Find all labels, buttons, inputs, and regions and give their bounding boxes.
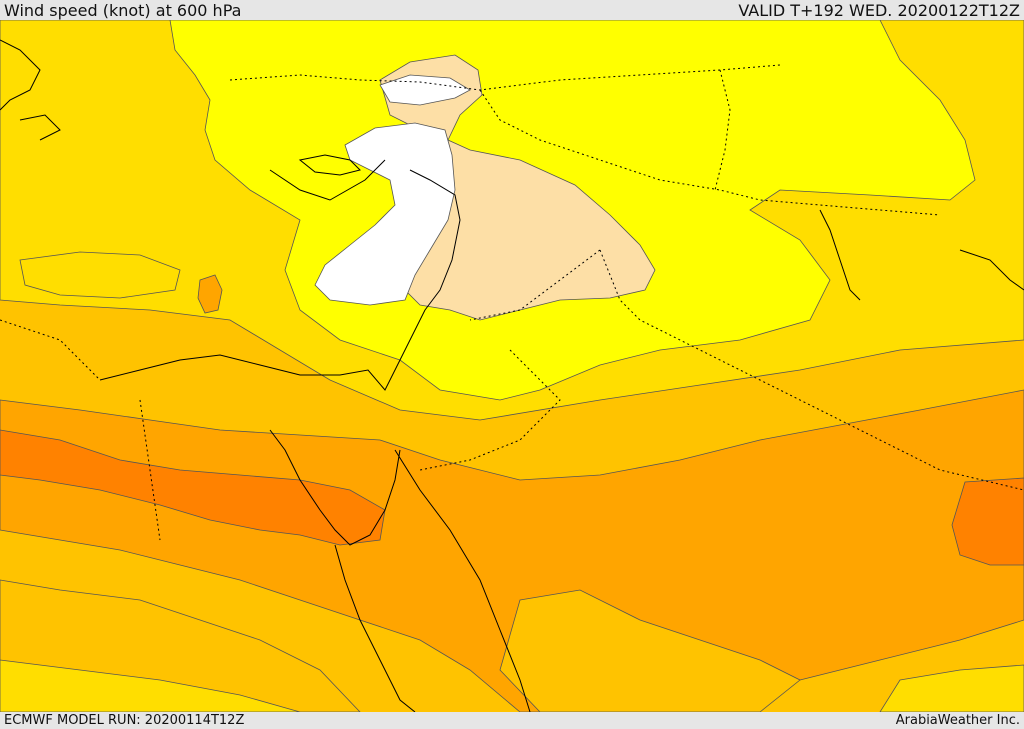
- field-white: [314, 74, 471, 306]
- field-deep-orange-east: [951, 477, 1024, 566]
- valid-time: VALID T+192 WED. 20200122T12Z: [738, 1, 1020, 20]
- footer-bar: ECMWF MODEL RUN: 20200114T12Z ArabiaWeat…: [0, 712, 1024, 729]
- coastline-red-sea: [269, 429, 531, 712]
- model-run: ECMWF MODEL RUN: 20200114T12Z: [4, 713, 245, 728]
- coastline-cyprus: [298, 154, 361, 176]
- field-light-orange-south: [0, 579, 801, 712]
- field-orange: [0, 389, 1024, 712]
- map-title: Wind speed (knot) at 600 hPa: [4, 1, 242, 20]
- coastline-levant: [99, 159, 461, 391]
- coastline-aegean: [0, 39, 61, 141]
- header-bar: Wind speed (knot) at 600 hPa VALID T+192…: [0, 0, 1024, 20]
- field-yellow-south: [0, 659, 1024, 712]
- field-yellow-patch: [19, 251, 181, 299]
- field-orange-patch: [197, 274, 223, 314]
- credit: ArabiaWeather Inc.: [895, 713, 1020, 728]
- wind-speed-map[interactable]: [0, 20, 1024, 712]
- field-deep-orange-west: [0, 429, 386, 546]
- coastline-gulf: [819, 209, 1024, 301]
- border-lines: [0, 64, 1024, 541]
